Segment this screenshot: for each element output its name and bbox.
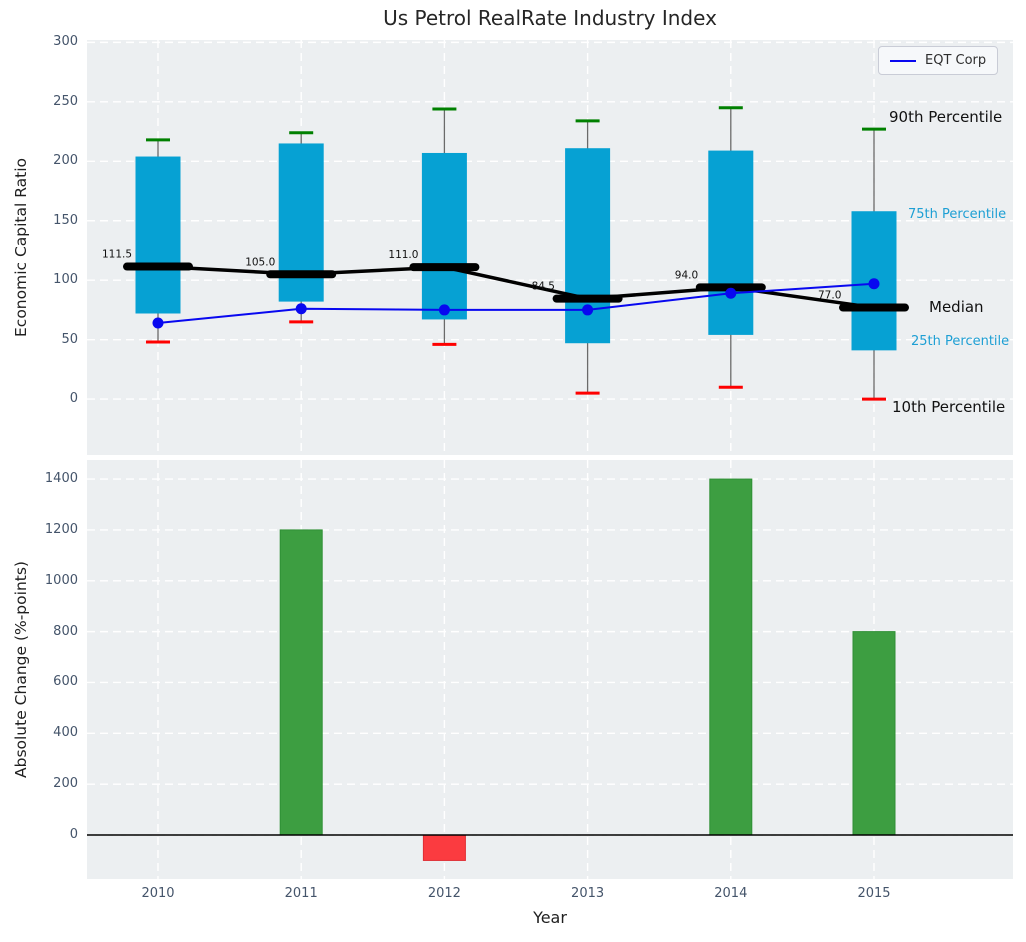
x-axis-label: Year (533, 908, 567, 927)
median-annotation-2014: 94.0 (675, 269, 698, 281)
ytick-top-100: 100 (53, 272, 78, 288)
eqt-corp-marker-2012 (438, 304, 450, 316)
eqt-corp-marker-2013 (582, 304, 594, 316)
ytick-bottom-0: 0 (69, 827, 78, 842)
iqr-box-2014 (708, 150, 754, 335)
label-10th-percentile: 10th Percentile (892, 398, 1006, 416)
label-90th-percentile: 90th Percentile (889, 108, 1003, 126)
ytick-top-150: 150 (53, 212, 78, 228)
xtick-2011: 2011 (284, 886, 318, 901)
chart-title: Us Petrol RealRate Industry Index (383, 6, 717, 30)
bottom-panel (87, 460, 1013, 879)
median-annotation-2011: 105.0 (245, 256, 275, 268)
eqt-corp-marker-2010 (152, 317, 164, 329)
boxplot-canvas: 111.5 105.0 111.0 84.5 94.0 77.0 (87, 40, 1013, 455)
ytick-bottom-200: 200 (53, 776, 78, 792)
xtick-2015: 2015 (857, 886, 891, 901)
label-75th-percentile: 75th Percentile (908, 207, 1007, 222)
label-25th-percentile: 25th Percentile (911, 334, 1010, 349)
change-bar-2014 (709, 478, 753, 836)
eqt-corp-marker-2015 (868, 278, 880, 290)
median-annotation-2010: 111.5 (102, 249, 132, 261)
xtick-2013: 2013 (571, 886, 605, 901)
ytick-bottom-1000: 1000 (44, 572, 78, 588)
eqt-corp-line (157, 282, 875, 325)
legend-label: EQT Corp (925, 53, 987, 68)
ytick-top-250: 250 (53, 93, 78, 109)
ytick-bottom-1400: 1400 (44, 471, 78, 487)
iqr-box-2010 (135, 156, 181, 314)
change-bar-2012 (422, 834, 466, 861)
iqr-box-2012 (421, 152, 467, 320)
median-connector-line (157, 264, 875, 310)
ytick-bottom-1200: 1200 (44, 521, 78, 537)
ytick-top-200: 200 (53, 153, 78, 169)
eqt-corp-marker-2014 (725, 287, 737, 299)
median-annotation-2012: 111.0 (388, 249, 418, 261)
xtick-2012: 2012 (427, 886, 461, 901)
y-axis-label-bottom: Absolute Change (%-points) (12, 561, 30, 778)
eqt-corp-marker-2011 (295, 303, 307, 315)
median-annotation-2015: 77.0 (818, 290, 841, 302)
bar-canvas (87, 460, 1013, 879)
ytick-top-50: 50 (61, 331, 78, 347)
label-median: Median (929, 298, 984, 316)
ytick-top-300: 300 (53, 34, 78, 50)
legend-line-sample (890, 59, 916, 62)
change-bar-2015 (852, 631, 896, 836)
xtick-2010: 2010 (141, 886, 175, 901)
ytick-bottom-800: 800 (53, 623, 78, 639)
ytick-bottom-600: 600 (53, 674, 78, 690)
legend: EQT Corp (878, 46, 999, 75)
y-axis-label-top: Economic Capital Ratio (12, 157, 30, 338)
ytick-top-0: 0 (69, 391, 78, 407)
ytick-bottom-400: 400 (53, 725, 78, 741)
top-panel: 111.5 105.0 111.0 84.5 94.0 77.0 90th Percent… (87, 40, 1013, 455)
change-bar-2011 (279, 529, 323, 836)
median-annotation-2013: 84.5 (532, 281, 555, 293)
xtick-2014: 2014 (714, 886, 748, 901)
